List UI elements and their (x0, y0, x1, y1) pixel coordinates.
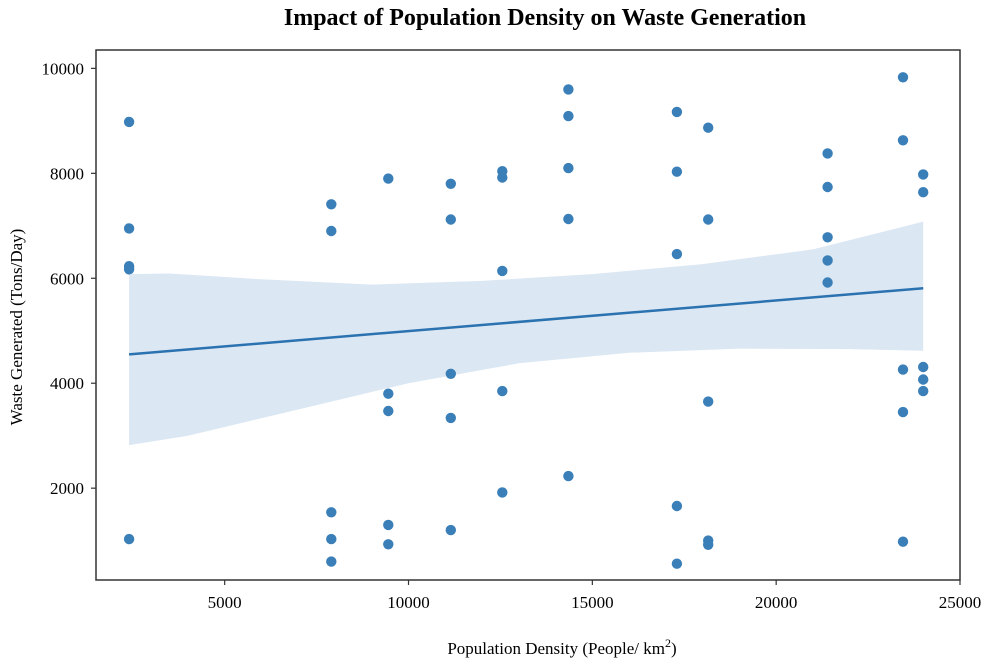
data-point (445, 412, 456, 424)
x-axis-label-close: ) (671, 639, 677, 658)
data-point (445, 214, 456, 225)
data-point (123, 223, 135, 234)
data-point (383, 173, 394, 184)
data-point (563, 84, 574, 95)
data-point (497, 385, 508, 397)
data-point (822, 181, 833, 193)
data-point (918, 187, 929, 198)
data-point (445, 524, 456, 536)
data-point (918, 385, 929, 397)
x-axis: 5000 10000 15000 20000 25000 (208, 580, 982, 612)
data-point (326, 225, 337, 237)
data-point (671, 500, 683, 512)
data-point (671, 106, 683, 118)
data-point (563, 162, 574, 174)
data-point (563, 470, 574, 482)
data-point (671, 166, 683, 177)
data-point (897, 406, 909, 418)
y-tick-label: 2000 (50, 479, 84, 498)
data-point (822, 255, 833, 266)
data-point (383, 405, 394, 417)
data-point (703, 539, 714, 550)
data-point (671, 248, 683, 260)
y-tick-label: 8000 (50, 164, 84, 183)
x-tick-label: 15000 (571, 593, 614, 612)
data-point (445, 368, 456, 379)
data-point (326, 556, 337, 567)
data-point (897, 72, 909, 83)
y-tick-label: 10000 (42, 59, 85, 78)
data-point (497, 172, 508, 183)
y-tick-label: 4000 (50, 374, 84, 393)
data-point (383, 539, 394, 550)
x-axis-label: Population Density (People/ km2) (447, 636, 676, 658)
data-point (123, 116, 135, 128)
data-point (918, 374, 929, 385)
data-point (445, 178, 456, 189)
confidence-band (129, 221, 924, 446)
data-point (123, 264, 135, 275)
regression-line (128, 286, 924, 356)
data-point (822, 232, 833, 243)
data-point (822, 148, 833, 159)
x-tick-label: 10000 (387, 593, 430, 612)
data-point (326, 507, 337, 518)
x-tick-label: 5000 (208, 593, 242, 612)
data-point (822, 277, 833, 288)
data-point (383, 519, 394, 531)
y-axis: 2000 4000 6000 8000 10000 (42, 59, 96, 498)
data-point (897, 536, 909, 547)
chart-title: Impact of Population Density on Waste Ge… (284, 5, 806, 31)
data-point (383, 388, 394, 399)
x-axis-label-superscript: 2 (665, 636, 671, 650)
plot-frame (95, 49, 961, 581)
data-point (918, 361, 929, 373)
data-point (671, 558, 683, 569)
y-axis-label: Waste Generated (Tons/Day) (7, 229, 26, 426)
data-point (326, 199, 337, 210)
data-point (563, 110, 574, 122)
data-point (497, 487, 508, 498)
x-tick-label: 20000 (755, 593, 798, 612)
plot-area (123, 72, 929, 569)
data-point (918, 169, 929, 180)
y-tick-label: 6000 (50, 269, 84, 288)
data-points (123, 72, 929, 569)
x-tick-label: 25000 (939, 593, 982, 612)
data-point (897, 364, 909, 375)
data-point (703, 214, 714, 225)
data-point (497, 265, 508, 277)
data-point (897, 135, 909, 146)
data-point (563, 213, 574, 225)
data-point (326, 533, 337, 545)
data-point (123, 533, 135, 545)
data-point (703, 396, 714, 407)
data-point (703, 122, 714, 133)
x-axis-label-text: Population Density (People/ km (447, 639, 665, 658)
